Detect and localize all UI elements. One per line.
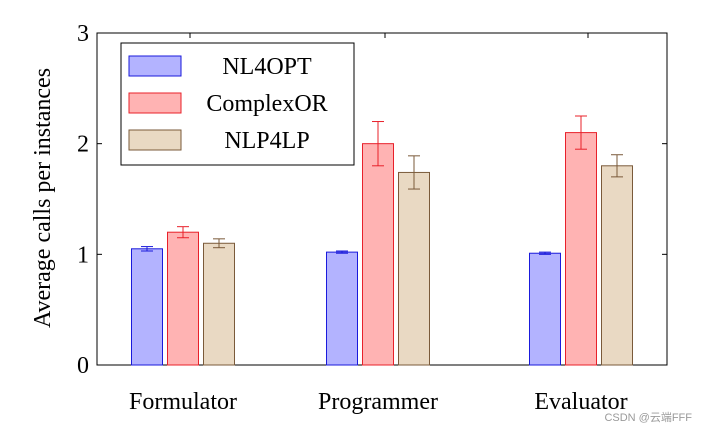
bar [362, 143, 394, 366]
bar [203, 242, 235, 366]
watermark: CSDN @云端FFF [604, 412, 692, 424]
y-tick-label: 3 [77, 21, 89, 47]
bar [167, 231, 199, 366]
x-tick-label: Formulator [129, 389, 237, 415]
x-tick-label: Evaluator [534, 389, 627, 415]
legend-label: ComplexOR [206, 91, 327, 117]
y-tick-label: 1 [77, 242, 89, 268]
legend-label: NLP4LP [224, 128, 309, 154]
bar [398, 171, 430, 366]
y-tick-label: 0 [77, 353, 89, 379]
legend-swatch [128, 92, 182, 114]
legend-swatch [128, 55, 182, 77]
y-axis-label: Average calls per instances [30, 68, 56, 328]
bar [565, 132, 597, 366]
legend: NL4OPT ComplexOR NLP4LP [120, 42, 355, 166]
bar [601, 165, 633, 366]
legend-label: NL4OPT [222, 54, 312, 80]
plot-area: 0 1 2 3 Formulator Programmer Evaluator [77, 21, 668, 415]
x-tick-label: Programmer [318, 389, 438, 415]
y-tick-label: 2 [77, 132, 89, 158]
bar [326, 251, 358, 366]
bar [131, 248, 163, 366]
bar [529, 252, 561, 366]
legend-swatch [128, 129, 182, 151]
y-axis-label-group: Average calls per instances [30, 68, 56, 328]
